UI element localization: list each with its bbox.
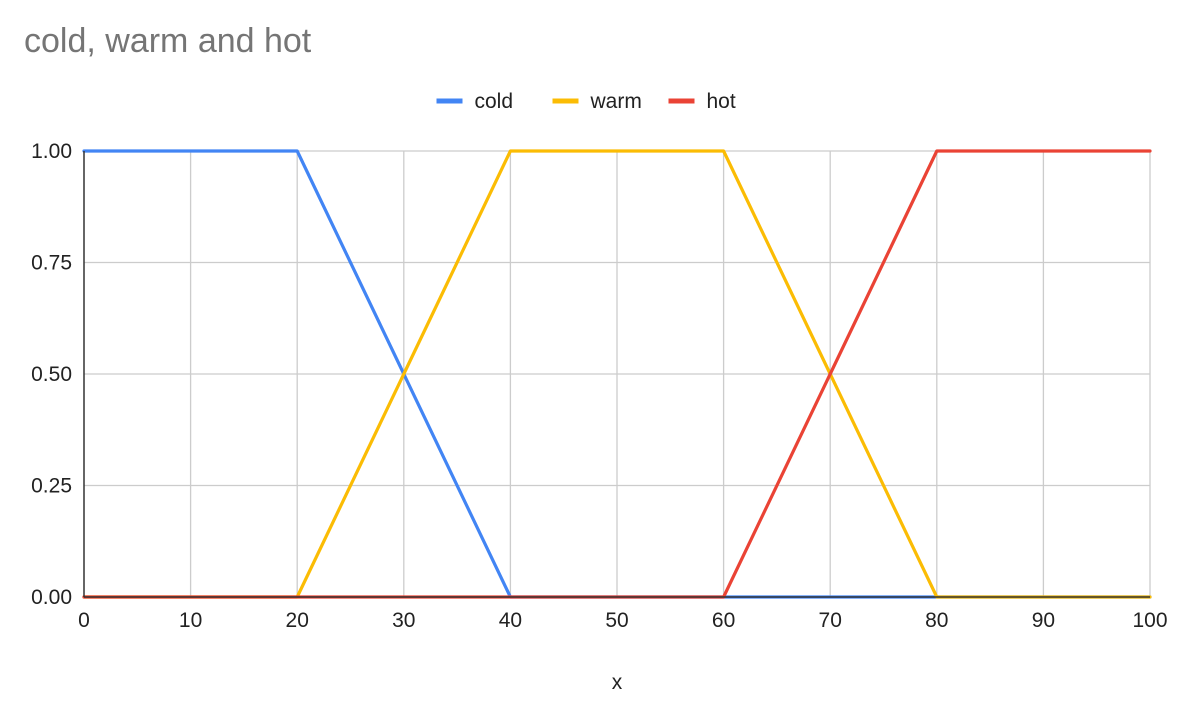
x-tick-label: 20 [286, 609, 309, 632]
y-tick-label: 0.25 [31, 475, 72, 498]
legend-item-warm[interactable]: warm [552, 90, 642, 113]
x-tick-label: 10 [179, 609, 202, 632]
legend[interactable]: cold warm hot [436, 90, 736, 113]
y-tick-label: 1.00 [31, 140, 72, 163]
legend-label: warm [590, 90, 642, 113]
legend-label: cold [475, 90, 514, 113]
chart-title: cold, warm and hot [24, 22, 312, 60]
legend-item-hot[interactable]: hot [668, 90, 736, 113]
axes: 0 10 20 30 40 50 60 70 80 90 100 0.00 0.25 0.50 0.75 1.… [31, 140, 1167, 632]
x-tick-label: 70 [819, 609, 842, 632]
y-tick-label: 0.50 [31, 363, 72, 386]
x-tick-label: 50 [605, 609, 628, 632]
legend-item-cold[interactable]: cold [436, 90, 514, 113]
x-tick-label: 0 [78, 609, 90, 632]
x-tick-label: 60 [712, 609, 735, 632]
grid [84, 150, 1151, 597]
legend-label: hot [707, 90, 736, 113]
x-axis-label: x [612, 671, 623, 694]
y-tick-label: 0.00 [31, 586, 72, 609]
x-tick-label: 80 [925, 609, 948, 632]
y-tick-label: 0.75 [31, 252, 72, 275]
x-tick-label: 30 [392, 609, 415, 632]
x-tick-label: 100 [1132, 609, 1167, 632]
x-tick-label: 90 [1032, 609, 1055, 632]
x-tick-label: 40 [499, 609, 522, 632]
